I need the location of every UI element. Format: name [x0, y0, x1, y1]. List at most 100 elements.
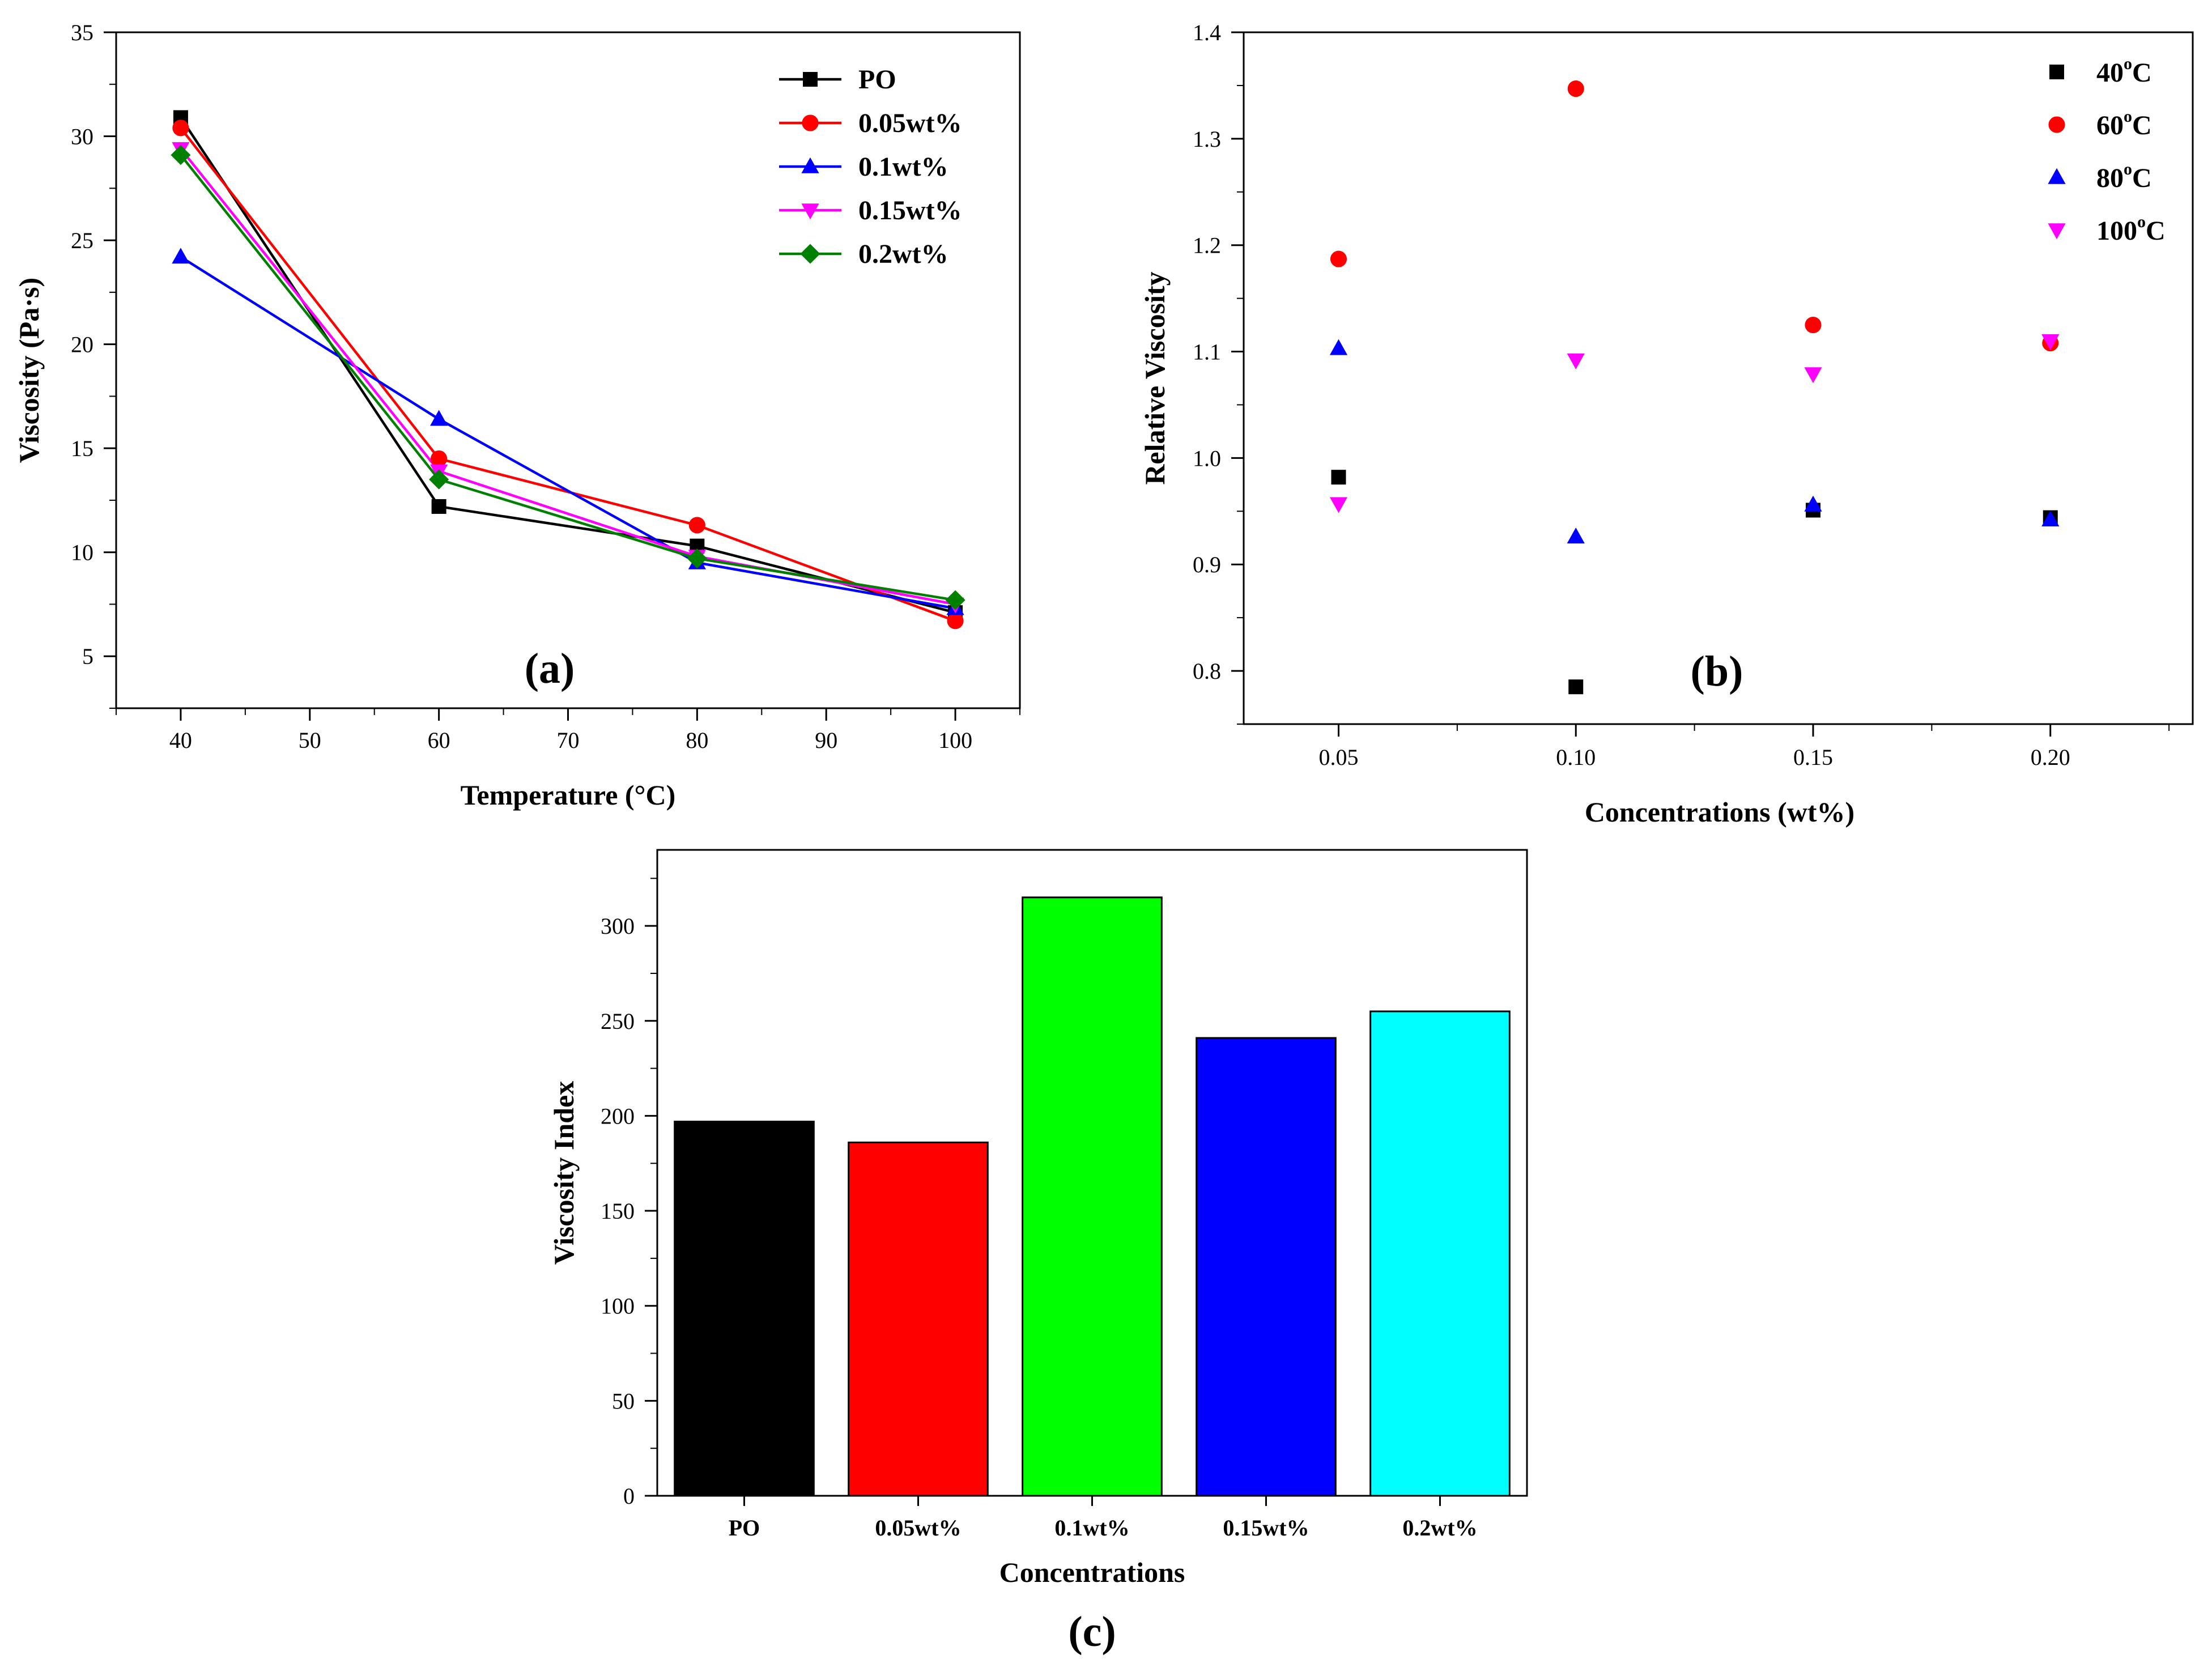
panel-b-plot-frame — [1243, 31, 2194, 725]
panel-a-x-tick-label: 40 — [169, 727, 192, 753]
panel-a-x-axis-label: Temperature (°C) — [461, 779, 676, 811]
panel-c-label: (c) — [1068, 1608, 1116, 1656]
panel-b-legend-label: 60oC — [2096, 107, 2152, 141]
panel-c-y-tick-label: 200 — [601, 1103, 635, 1129]
panel-a-y-tick-label: 35 — [71, 20, 93, 45]
panel-c-y-tick-label: 250 — [601, 1009, 635, 1034]
panel-b-y-tick-label: 0.9 — [1193, 552, 1221, 577]
panel-b-legend-unit: C — [2146, 216, 2166, 246]
panel-b-legend-unit: C — [2132, 110, 2152, 141]
panel-b-legend-label: 80oC — [2096, 160, 2152, 193]
panel-b-data-point — [1804, 495, 1822, 512]
panel-a-legend-label: PO — [858, 65, 896, 95]
panel-a-data-point — [947, 612, 964, 629]
panel-a-legend-label: 0.05wt% — [858, 108, 962, 138]
panel-b-legend-degree: o — [2124, 160, 2132, 178]
panel-a-label: (a) — [525, 645, 575, 692]
panel-a-data-point — [171, 145, 191, 165]
panel-b-legend-label: 100oC — [2096, 212, 2166, 246]
panel-b-data-point — [1331, 470, 1346, 485]
panel-b-x-tick-label: 0.15 — [1793, 744, 1833, 770]
panel-c-bar — [674, 1120, 815, 1497]
panel-b-legend-unit: C — [2132, 163, 2152, 193]
panel-a-line-chart: 40 50 60 70 80 90 100 5 10 15 20 25 30 35 PO 0.05wt% 0.… — [13, 20, 1021, 811]
panel-a-legend-marker — [801, 157, 819, 173]
panel-b-y-tick-label: 0.8 — [1193, 658, 1221, 684]
panel-c-bar — [1022, 896, 1163, 1497]
panel-b-data-point — [1330, 250, 1347, 267]
panel-b-scatter-chart: 0.05 0.10 0.15 0.20 0.8 0.9 1.0 1.1 1.2 1.3 1.4 40… — [1139, 20, 2194, 828]
panel-b-x-axis-label: Concentrations (wt%) — [1585, 796, 1854, 828]
panel-b-legend-temp: 40 — [2096, 58, 2124, 88]
panel-b-x-tick-label: 0.20 — [2031, 744, 2070, 770]
panel-b-data-point — [1329, 339, 1348, 355]
panel-b-x-tick-label: 0.10 — [1556, 744, 1596, 770]
panel-a-legend-label: 0.1wt% — [858, 152, 948, 182]
panel-b-y-tick-label: 1.2 — [1193, 233, 1221, 258]
panel-c-y-tick-label: 300 — [601, 913, 635, 939]
panel-c-plot-frame — [656, 849, 1528, 1497]
panel-b-data-point — [1567, 353, 1585, 369]
panel-a-plot-frame — [115, 31, 1021, 709]
panel-a-legend-marker — [803, 72, 818, 87]
panel-b-y-tick-label: 1.4 — [1193, 20, 1221, 45]
panel-c-x-axis-label: Concentrations — [999, 1556, 1185, 1588]
panel-b-y-axis-label: Relative Viscosity — [1139, 271, 1171, 484]
panel-a-y-tick-label: 30 — [71, 124, 93, 150]
panel-c-bar — [1369, 1010, 1511, 1497]
panel-b-legend-label: 40oC — [2096, 54, 2152, 88]
panel-a-x-tick-label: 60 — [428, 727, 450, 753]
panel-b-data-point — [1567, 527, 1585, 544]
panel-a-y-tick-label: 15 — [71, 436, 93, 461]
panel-a-y-tick-label: 20 — [71, 332, 93, 358]
panel-b-data-point — [1329, 497, 1348, 513]
panel-a-x-tick-label: 100 — [938, 727, 972, 753]
panel-a-x-tick-label: 50 — [299, 727, 321, 753]
panel-a-data-point — [431, 450, 448, 467]
panel-b-y-tick-label: 1.0 — [1193, 445, 1221, 471]
panel-c-y-tick-label: 50 — [612, 1388, 635, 1414]
panel-b-legend-marker — [2048, 168, 2066, 184]
panel-a-data-point — [172, 120, 189, 137]
panel-b-data-point — [1567, 80, 1584, 97]
panel-b-data-point — [1805, 317, 1822, 334]
panel-c-y-tick-label: 100 — [601, 1294, 635, 1319]
panel-c-x-tick-label: 0.05wt% — [875, 1515, 961, 1541]
panel-b-legend-temp: 80 — [2096, 163, 2124, 193]
panel-b-legend-marker — [2048, 223, 2066, 240]
panel-a-data-point — [172, 248, 190, 264]
panel-a-x-tick-label: 80 — [686, 727, 708, 753]
panel-a-data-point — [687, 548, 707, 569]
panel-b-label: (b) — [1691, 648, 1743, 695]
panel-a-data-point — [429, 469, 449, 490]
panel-c-x-tick-label: 0.1wt% — [1054, 1515, 1129, 1541]
panel-a-legend-marker — [801, 203, 819, 220]
panel-b-legend-degree: o — [2124, 107, 2132, 126]
panel-a-data-point — [945, 590, 965, 610]
panel-b-data-point — [2041, 334, 2060, 351]
panel-c-bar-chart: PO 0.05wt% 0.1wt% 0.15wt% 0.2wt% 0 50 100 150 200… — [548, 849, 1528, 1656]
panel-b-data-point — [1804, 367, 1822, 384]
panel-b-legend-temp: 100 — [2096, 216, 2137, 246]
panel-a-x-tick-label: 70 — [557, 727, 580, 753]
panel-b-legend-unit: C — [2132, 58, 2152, 88]
panel-c-x-tick-label: 0.15wt% — [1223, 1515, 1309, 1541]
panel-a-data-point — [688, 517, 705, 534]
panel-c-y-tick-label: 0 — [623, 1483, 635, 1509]
panel-a-y-axis-label: Viscosity (Pa·s) — [13, 278, 45, 463]
panel-c-bar — [848, 1141, 989, 1497]
panel-b-y-tick-label: 1.3 — [1193, 126, 1221, 152]
panel-a-series-line — [180, 154, 956, 602]
panel-a-data-point — [430, 410, 448, 426]
panel-b-legend-temp: 60 — [2096, 110, 2124, 141]
panel-b-legend-degree: o — [2124, 54, 2132, 73]
panel-b-legend-marker — [2049, 65, 2064, 79]
panel-c-bar — [1196, 1037, 1337, 1497]
panel-b-x-tick-label: 0.05 — [1319, 744, 1359, 770]
panel-c-x-tick-label: 0.2wt% — [1402, 1515, 1477, 1541]
panel-c-x-tick-label: PO — [729, 1515, 760, 1541]
panel-a-legend-label: 0.2wt% — [858, 239, 948, 269]
panel-a-legend-marker — [802, 114, 819, 131]
